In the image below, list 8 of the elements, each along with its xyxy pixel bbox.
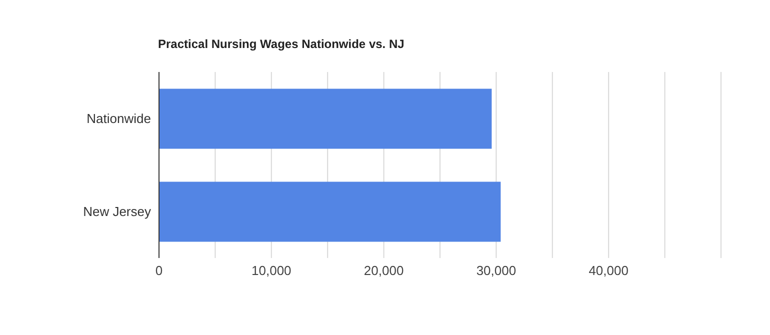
y-tick-label: Nationwide xyxy=(86,111,151,126)
chart-title: Practical Nursing Wages Nationwide vs. NJ xyxy=(158,37,404,51)
x-tick-label: 20,000 xyxy=(364,263,404,278)
x-tick-label: 10,000 xyxy=(252,263,292,278)
y-tick-label: New Jersey xyxy=(83,204,152,220)
x-tick-label: 30,000 xyxy=(476,263,516,278)
x-tick-label: 40,000 xyxy=(588,263,628,278)
x-tick-label: 0 xyxy=(155,263,163,278)
